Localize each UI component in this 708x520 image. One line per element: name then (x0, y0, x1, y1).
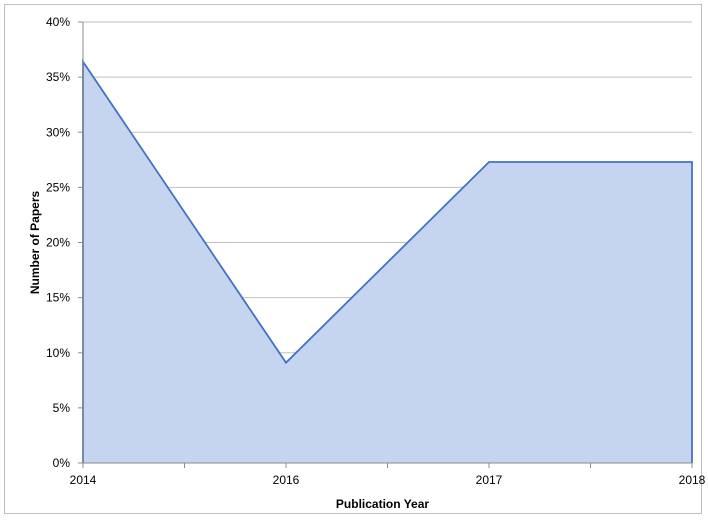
x-tick-label: 2016 (273, 473, 300, 487)
y-tick-label: 15% (46, 291, 70, 305)
plot-area (82, 58, 693, 463)
y-tick-label: 5% (53, 401, 71, 415)
y-tick-label: 20% (46, 236, 70, 250)
x-tick-label: 2017 (476, 473, 503, 487)
y-tick-label: 25% (46, 180, 70, 194)
x-axis-title: Publication Year (336, 497, 429, 511)
y-tick-label: 30% (46, 125, 70, 139)
y-tick-label: 0% (53, 456, 71, 470)
tick-labels: 0% 5% 10% 15% 20% 25% 30% 35% 40% 2014 2016 2017 201… (46, 15, 706, 487)
axes (78, 21, 693, 468)
y-tick-label: 10% (46, 346, 70, 360)
chart-frame (4, 4, 702, 514)
y-axis-title: Number of Papers (28, 190, 42, 294)
y-tick-label: 35% (46, 70, 70, 84)
y-tick-label: 40% (46, 15, 70, 29)
x-tick-label: 2018 (679, 473, 706, 487)
x-tick-label: 2014 (70, 473, 97, 487)
